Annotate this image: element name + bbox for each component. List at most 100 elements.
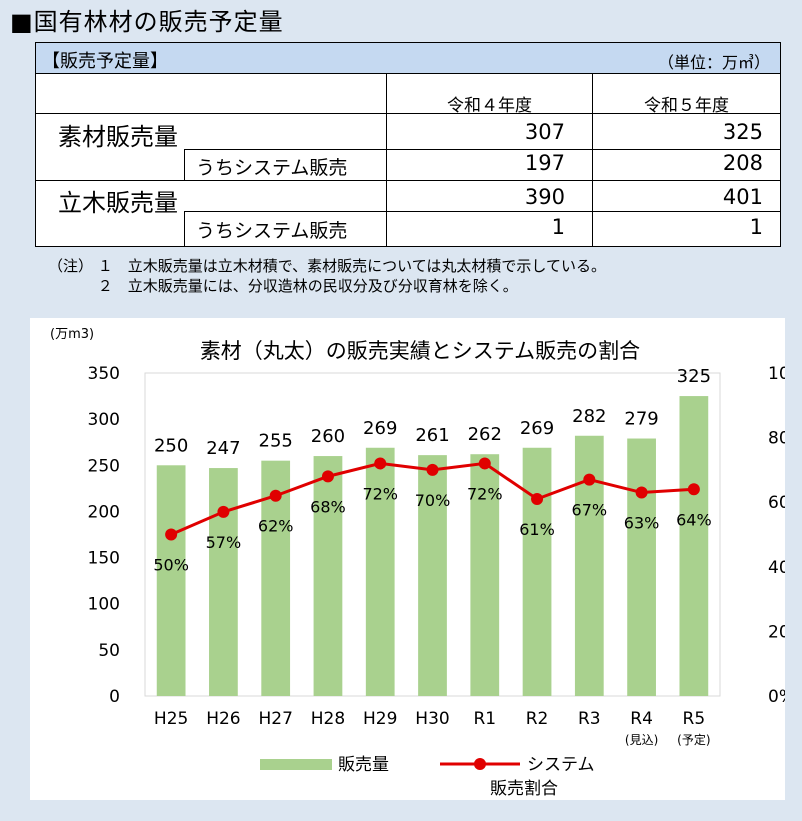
bar-value-label: 282 [572,406,606,427]
ratio-value-label: 61% [519,520,555,539]
y-tick-label: 300 [88,410,120,430]
row-label-system-sales: うちシステム販売 [196,157,348,179]
legend-bar-label: 販売量 [338,755,389,775]
ratio-value-label: 64% [676,510,712,529]
y2-tick-label: 100% [768,364,785,384]
cell-value: 208 [722,151,763,175]
y2-tick-label: 0% [768,687,785,707]
ratio-point [217,505,230,518]
cell-value: 307 [524,120,565,144]
bar-value-label: 255 [259,431,293,452]
row-label-system-sales: うちシステム販売 [196,220,348,242]
ratio-point [269,489,282,502]
table-notes: （注） １ 立木販売量は立木材積で、素材販売については丸太材積で示している。 ２… [48,256,606,296]
ratio-point [426,463,439,476]
cell-value: 325 [722,120,763,144]
bar-value-label: 261 [415,425,449,446]
ratio-point [635,486,648,499]
y2-tick-label: 80% [768,429,785,449]
bar [627,438,656,696]
cell-value: 390 [524,185,565,209]
table-divider [386,74,387,246]
table-divider [184,149,185,180]
y-tick-label: 150 [88,549,120,569]
ratio-value-label: 70% [415,491,451,510]
bar-value-label: 260 [311,426,345,447]
ratio-value-label: 50% [153,556,189,575]
cell-value: 197 [524,151,565,175]
x-tick-label: H29 [363,709,397,729]
y-tick-label: 200 [88,502,120,522]
x-tick-sublabel: (予定) [677,732,710,747]
table-divider [184,211,185,246]
y-tick-label: 250 [88,456,120,476]
bar [313,456,343,696]
legend-line-label: 販売割合 [490,779,558,799]
ratio-point [531,492,544,505]
bar-value-label: 269 [520,418,554,439]
x-tick-sublabel: (見込) [625,733,658,747]
x-tick-label: H28 [311,709,345,729]
bar [679,396,709,696]
table-divider [36,180,780,181]
ratio-value-label: 68% [310,497,346,516]
bar-value-label: 269 [363,418,397,439]
x-tick-label: H25 [154,709,188,729]
ratio-value-label: 72% [362,484,398,503]
legend-line-label: システム [527,755,595,775]
note-line: （注） １ 立木販売量は立木材積で、素材販売については丸太材積で示している。 [48,257,606,275]
x-tick-label: R4 [630,709,653,729]
sales-plan-table: 【販売予定量】 （単位：万㎥） 令和４年度 令和５年度 素材販売量 307 32… [35,42,781,247]
ratio-point [583,473,596,486]
ratio-point [478,457,491,470]
x-tick-label: H30 [415,709,449,729]
bar-value-label: 279 [624,409,658,430]
cell-value: 1 [749,215,763,239]
table-divider [592,74,593,246]
cell-value: 401 [722,185,763,209]
ratio-value-label: 72% [467,484,503,503]
chart-title: 素材（丸太）の販売実績とシステム販売の割合 [200,339,640,363]
bar-value-label: 325 [677,366,711,387]
sales-chart: (万m3) 素材（丸太）の販売実績とシステム販売の割合 0 50 100 150 200… [50,327,802,799]
y2-tick-label: 40% [768,558,785,578]
x-tick-label: R1 [473,709,496,729]
y-axis-unit: (万m3) [50,327,94,342]
bar [365,447,395,696]
page-heading: ■国有林材の販売予定量 [10,8,284,36]
legend-bar-swatch [260,759,332,770]
bar [209,468,238,696]
bar [470,454,500,696]
y-tick-label: 0 [109,687,120,707]
x-tick-label: H26 [206,709,240,729]
ratio-value-label: 57% [206,533,242,552]
cell-value: 1 [551,215,565,239]
y-tick-label: 100 [88,595,120,615]
column-header-r5: 令和５年度 [644,96,729,116]
bar-value-label: 247 [206,438,240,459]
table-divider [184,149,780,150]
y-tick-label: 350 [88,364,120,384]
ratio-point [321,470,334,483]
row-label-log-sales: 素材販売量 [58,123,178,151]
bar [522,447,552,696]
row-label-standing-tree-sales: 立木販売量 [58,189,178,217]
table-divider [184,211,780,212]
column-header-r4: 令和４年度 [447,96,532,116]
y2-tick-label: 60% [768,493,785,513]
bar [156,465,186,696]
ratio-value-label: 63% [624,514,660,533]
x-tick-label: R5 [683,709,706,729]
table-header-bar: 【販売予定量】 （単位：万㎥） [36,43,780,74]
note-line: ２ 立木販売量には、分収造林の民収分及び分収育林を除く。 [48,277,518,295]
sales-chart-card: (万m3) 素材（丸太）の販売実績とシステム販売の割合 0 50 100 150 200… [30,318,802,800]
ratio-point [687,483,700,496]
bar-value-label: 250 [154,435,188,456]
y-tick-label: 50 [98,641,120,661]
bar [418,455,447,696]
x-tick-label: R2 [526,709,549,729]
ratio-point [165,528,178,541]
table-unit: （単位：万㎥） [657,53,770,72]
x-tick-label: R3 [578,709,601,729]
table-divider [36,113,780,114]
